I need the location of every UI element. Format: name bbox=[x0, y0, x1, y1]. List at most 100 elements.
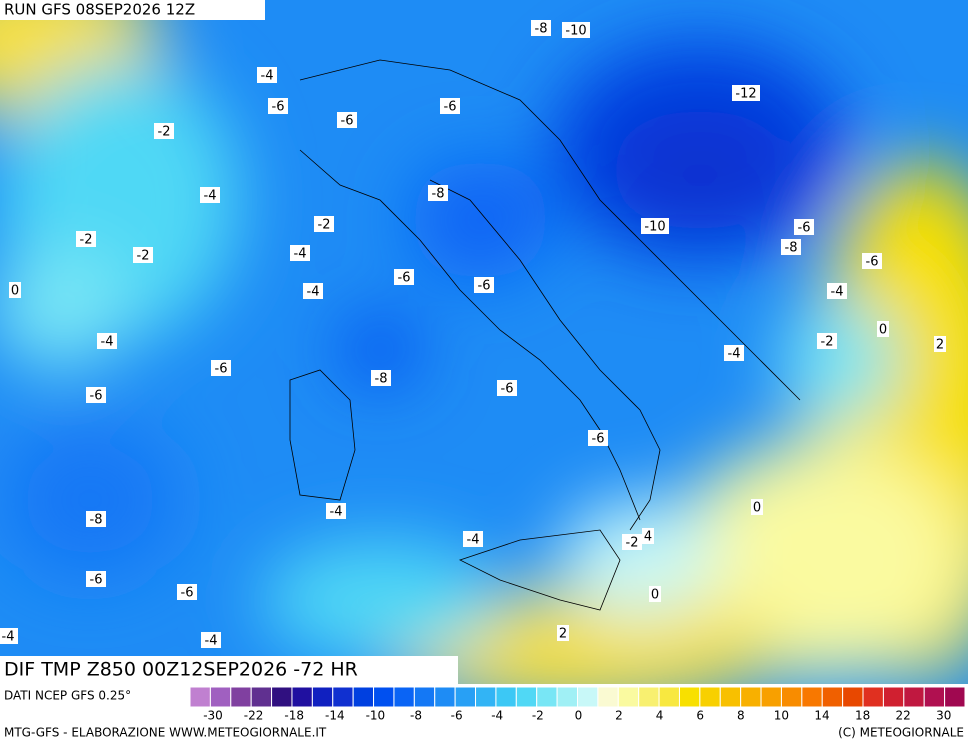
contour-label: 0 bbox=[651, 588, 659, 603]
colorbar-swatch bbox=[373, 686, 395, 708]
colorbar-swatch bbox=[842, 686, 864, 708]
colorbar-swatch bbox=[515, 686, 538, 708]
contour-label: -4 bbox=[2, 630, 15, 645]
label-bg bbox=[817, 333, 837, 349]
colorbar-label: 8 bbox=[737, 709, 745, 723]
contour-label: -6 bbox=[181, 586, 194, 601]
credit-text: MTG-GFS - ELABORAZIONE WWW.METEOGIORNALE… bbox=[4, 726, 327, 740]
contour-label: 4 bbox=[644, 530, 652, 545]
colorbar-swatch bbox=[495, 686, 517, 708]
label-bg bbox=[497, 380, 517, 396]
label-bg bbox=[303, 283, 323, 299]
colorbar-label: -2 bbox=[532, 709, 544, 723]
label-bg bbox=[177, 584, 197, 600]
label-bg bbox=[877, 321, 889, 337]
colorbar-swatch bbox=[209, 686, 232, 708]
colorbar-swatch bbox=[250, 686, 273, 708]
contour-label: -6 bbox=[478, 279, 491, 294]
contour-label: -6 bbox=[798, 221, 811, 236]
label-bg bbox=[934, 336, 946, 352]
contour-label: -4 bbox=[307, 285, 320, 300]
colorbar-label: 14 bbox=[814, 709, 829, 723]
label-bg bbox=[201, 632, 221, 648]
contour-label: -8 bbox=[785, 241, 798, 256]
colorbar-label: 30 bbox=[936, 709, 951, 723]
colorbar-swatch bbox=[352, 686, 375, 708]
colorbar-label: 10 bbox=[774, 709, 789, 723]
colorbar-swatch bbox=[944, 686, 966, 708]
label-bg bbox=[622, 534, 642, 550]
contour-label: -4 bbox=[101, 335, 114, 350]
contour-label: 0 bbox=[879, 323, 887, 338]
label-bg bbox=[463, 531, 483, 547]
colorbar-swatch bbox=[719, 686, 742, 708]
colorbar-label: -8 bbox=[410, 709, 422, 723]
colorbar-swatch bbox=[903, 686, 925, 708]
contour-label: -4 bbox=[205, 634, 218, 649]
field-box bbox=[0, 656, 458, 684]
label-bg bbox=[794, 219, 814, 235]
colorbar-label: 2 bbox=[615, 709, 623, 723]
contour-label: -6 bbox=[90, 573, 103, 588]
contour-label: -12 bbox=[735, 87, 756, 102]
source-text: DATI NCEP GFS 0.25° bbox=[4, 689, 131, 703]
colorbar-label: 0 bbox=[575, 709, 583, 723]
contour-label: -2 bbox=[821, 335, 834, 350]
label-bg bbox=[862, 253, 882, 269]
contour-label: -6 bbox=[90, 389, 103, 404]
coastlines bbox=[289, 59, 801, 611]
label-bg bbox=[154, 123, 174, 139]
colorbar-swatch bbox=[311, 686, 334, 708]
colorbar-swatch bbox=[638, 686, 660, 708]
label-bg bbox=[641, 218, 669, 234]
colorbar-swatch bbox=[801, 686, 823, 708]
temperature-field bbox=[0, 0, 968, 710]
contour-label: -6 bbox=[444, 100, 457, 115]
run-title: RUN GFS 08SEP2026 12Z bbox=[4, 1, 195, 19]
contour-label: -2 bbox=[80, 233, 93, 248]
contour-label: -4 bbox=[330, 505, 343, 520]
label-bg bbox=[268, 98, 288, 114]
label-bg bbox=[86, 387, 106, 403]
label-bg bbox=[86, 511, 106, 527]
colorbar-swatch bbox=[740, 686, 762, 708]
contour-label: -6 bbox=[592, 432, 605, 447]
label-bg bbox=[371, 370, 391, 386]
label-bg bbox=[649, 586, 661, 602]
colorbar-swatch bbox=[699, 686, 721, 708]
label-bg bbox=[642, 528, 654, 544]
contour-label: 0 bbox=[11, 284, 19, 299]
colorbar-swatch bbox=[434, 686, 456, 708]
colorbar-swatch bbox=[536, 686, 558, 708]
colorbar-swatch bbox=[658, 686, 680, 708]
contour-label: -6 bbox=[398, 271, 411, 286]
label-bg bbox=[557, 625, 569, 641]
colorbar-swatch bbox=[617, 686, 640, 708]
contour-label: -2 bbox=[626, 536, 639, 551]
colorbar-label: -4 bbox=[491, 709, 503, 723]
colorbar-swatch bbox=[882, 686, 905, 708]
contour-labels: -8 -10-4-12-6 -6-6-2-4 -8-2 -10 -6-2-8-2 -4-6-… bbox=[0, 20, 946, 649]
colorbar-swatch bbox=[923, 686, 946, 708]
label-bg bbox=[440, 98, 460, 114]
colorbar-label: 22 bbox=[896, 709, 911, 723]
colorbar-swatch bbox=[230, 686, 252, 708]
colorbar-label: -6 bbox=[451, 709, 463, 723]
colorbar-label: -10 bbox=[366, 709, 386, 723]
label-bg bbox=[827, 283, 847, 299]
contour-label: -2 bbox=[158, 125, 171, 140]
colorbar-swatch bbox=[393, 686, 415, 708]
contour-label: -8 bbox=[535, 22, 548, 37]
contour-label: -10 bbox=[644, 220, 665, 235]
contour-label: -6 bbox=[272, 100, 285, 115]
contour-label: -4 bbox=[831, 285, 844, 300]
label-bg bbox=[211, 360, 231, 376]
contour-label: -4 bbox=[204, 189, 217, 204]
contour-label: -6 bbox=[866, 255, 879, 270]
contour-label: -8 bbox=[90, 513, 103, 528]
contour-label: 0 bbox=[753, 501, 761, 516]
contour-label: -2 bbox=[318, 218, 331, 233]
label-bg bbox=[531, 20, 551, 36]
label-bg bbox=[588, 430, 608, 446]
